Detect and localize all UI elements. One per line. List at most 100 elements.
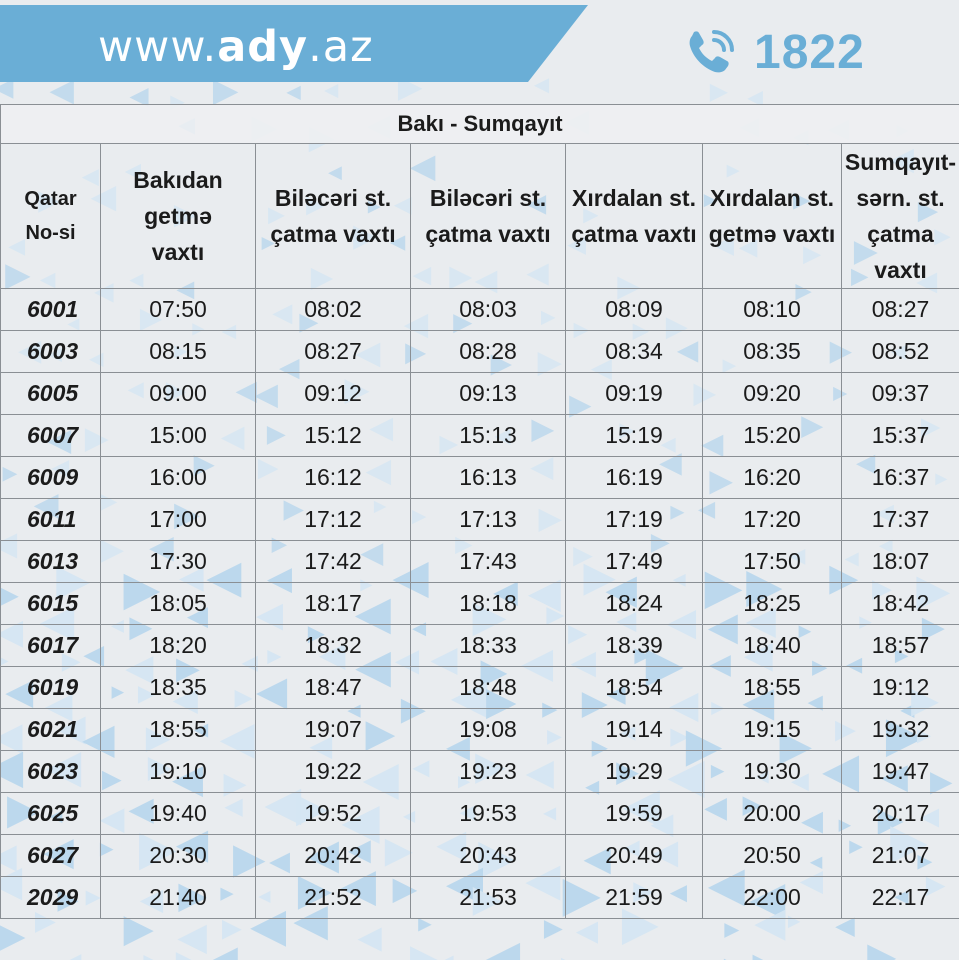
time-cell: 19:30	[702, 750, 842, 793]
train-number-cell: 6025	[0, 792, 101, 835]
time-cell: 21:07	[840, 834, 959, 877]
time-cell: 18:07	[840, 540, 959, 583]
time-cell: 20:42	[255, 834, 411, 877]
time-cell: 22:00	[702, 876, 842, 919]
pattern-triangle	[250, 910, 286, 947]
train-number-cell: 6023	[0, 750, 101, 793]
time-cell: 21:53	[410, 876, 566, 919]
train-number-cell: 6013	[0, 540, 101, 583]
train-number-cell: 6015	[0, 582, 101, 625]
time-cell: 08:03	[410, 288, 566, 331]
time-cell: 09:13	[410, 372, 566, 415]
time-cell: 17:43	[410, 540, 566, 583]
time-cell: 20:30	[100, 834, 256, 877]
pattern-triangle	[560, 957, 566, 960]
website-url[interactable]: www.ady.az	[98, 23, 374, 71]
time-cell: 19:12	[840, 666, 959, 709]
time-cell: 20:50	[702, 834, 842, 877]
time-cell: 19:14	[565, 708, 703, 751]
time-cell: 09:00	[100, 372, 256, 415]
table-row: 6005 09:00 09:12 09:13 09:19 09:20 09:37	[0, 372, 959, 415]
time-cell: 18:25	[702, 582, 842, 625]
time-cell: 17:50	[702, 540, 842, 583]
pattern-triangle	[397, 76, 423, 101]
table-row: 6015 18:05 18:17 18:18 18:24 18:25 18:42	[0, 582, 959, 625]
table-row: 6009 16:00 16:12 16:13 16:19 16:20 16:37	[0, 456, 959, 499]
time-cell: 18:18	[410, 582, 566, 625]
time-cell: 18:57	[840, 624, 959, 667]
pattern-triangle	[143, 954, 154, 960]
pattern-triangle	[175, 952, 192, 960]
pattern-triangle	[123, 916, 154, 947]
train-number-cell: 6007	[0, 414, 101, 457]
time-cell: 09:12	[255, 372, 411, 415]
column-header-sumgait-arrival: Sumqayıt- sərn. st. çatma vaxtı	[840, 143, 959, 289]
time-cell: 20:00	[702, 792, 842, 835]
time-cell: 20:49	[565, 834, 703, 877]
banner-shape	[0, 5, 588, 82]
time-cell: 18:39	[565, 624, 703, 667]
pattern-triangle	[410, 946, 438, 960]
time-cell: 17:20	[702, 498, 842, 541]
pattern-triangle	[709, 83, 728, 102]
time-cell: 18:35	[100, 666, 256, 709]
schedule-body: 6001 07:50 08:02 08:03 08:09 08:10 08:27 6003 08…	[0, 288, 959, 919]
time-cell: 17:30	[100, 540, 256, 583]
pattern-triangle	[543, 920, 563, 939]
pattern-triangle	[533, 78, 550, 94]
time-cell: 18:24	[565, 582, 703, 625]
pattern-triangle	[286, 85, 301, 101]
time-cell: 08:10	[702, 288, 842, 331]
time-cell: 20:17	[840, 792, 959, 835]
train-number-cell: 6005	[0, 372, 101, 415]
pattern-triangle	[177, 924, 207, 955]
column-header-bilajari-arrival-2: Biləcəri st. çatma vaxtı	[410, 143, 566, 289]
pattern-triangle	[49, 80, 74, 105]
table-row: 6013 17:30 17:42 17:43 17:49 17:50 18:07	[0, 540, 959, 583]
column-header-row: Qatar No-si Bakıdan getmə vaxtı Biləcəri…	[0, 143, 959, 289]
time-cell: 08:28	[410, 330, 566, 373]
time-cell: 16:12	[255, 456, 411, 499]
time-cell: 22:17	[840, 876, 959, 919]
hotline[interactable]: 1822	[684, 22, 865, 82]
pattern-triangle	[0, 925, 26, 951]
time-cell: 15:12	[255, 414, 411, 457]
pattern-triangle	[485, 942, 521, 960]
time-cell: 17:49	[565, 540, 703, 583]
time-cell: 18:20	[100, 624, 256, 667]
time-cell: 09:37	[840, 372, 959, 415]
time-cell: 15:19	[565, 414, 703, 457]
table-row: 6007 15:00 15:12 15:13 15:19 15:20 15:37	[0, 414, 959, 457]
website-banner: www.ady.az	[0, 5, 590, 82]
pattern-triangle	[752, 954, 764, 960]
url-brand: ady	[217, 22, 309, 72]
train-number-cell: 6003	[0, 330, 101, 373]
time-cell: 19:52	[255, 792, 411, 835]
time-cell: 17:42	[255, 540, 411, 583]
time-cell: 16:13	[410, 456, 566, 499]
table-row: 6019 18:35 18:47 18:48 18:54 18:55 19:12	[0, 666, 959, 709]
time-cell: 08:35	[702, 330, 842, 373]
train-number-cell: 6027	[0, 834, 101, 877]
time-cell: 08:15	[100, 330, 256, 373]
pattern-triangle	[418, 917, 432, 932]
time-cell: 09:19	[565, 372, 703, 415]
pattern-triangle	[324, 83, 339, 99]
pattern-triangle	[0, 78, 14, 99]
table-row: 6023 19:10 19:22 19:23 19:29 19:30 19:47	[0, 750, 959, 793]
time-cell: 18:40	[702, 624, 842, 667]
pattern-triangle	[835, 917, 855, 938]
train-schedule-table: Bakı - Sumqayıt Qatar No-si Bakıdan getm…	[0, 104, 959, 919]
column-header-khirdalan-arrival: Xırdalan st. çatma vaxtı	[565, 143, 703, 289]
time-cell: 18:55	[702, 666, 842, 709]
time-cell: 08:09	[565, 288, 703, 331]
time-cell: 18:55	[100, 708, 256, 751]
pattern-triangle	[867, 944, 897, 960]
table-row: 6021 18:55 19:07 19:08 19:14 19:15 19:32	[0, 708, 959, 751]
time-cell: 19:40	[100, 792, 256, 835]
column-header-khirdalan-departure: Xırdalan st. getmə vaxtı	[702, 143, 842, 289]
time-cell: 15:13	[410, 414, 566, 457]
time-cell: 08:27	[255, 330, 411, 373]
train-number-cell: 2029	[0, 876, 101, 919]
time-cell: 16:20	[702, 456, 842, 499]
